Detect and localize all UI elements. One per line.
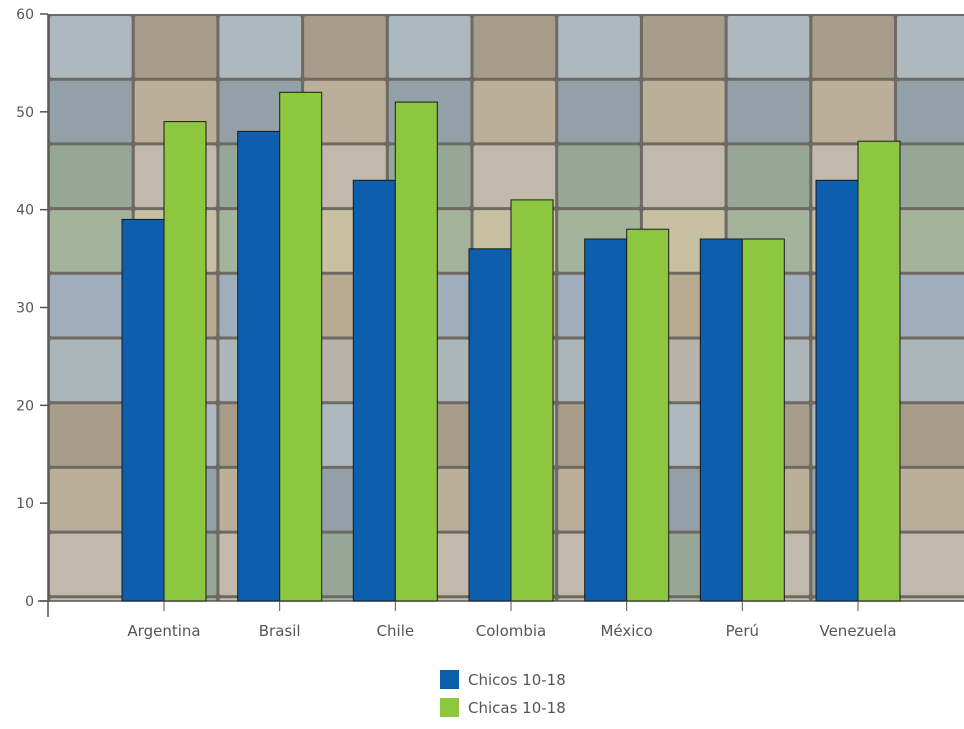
collage-tile	[897, 274, 964, 337]
bar-chicas	[626, 228, 670, 602]
collage-tile	[50, 80, 132, 143]
collage-tile	[50, 210, 132, 272]
bar-chicas	[741, 238, 785, 602]
collage-tile	[473, 16, 556, 78]
legend: Chicos 10-18 Chicas 10-18	[440, 670, 566, 717]
collage-tile	[897, 80, 964, 143]
bars	[121, 91, 901, 602]
collage-tile	[134, 16, 217, 78]
bar-chicas	[857, 140, 901, 602]
bar-chicas	[163, 121, 207, 602]
category-labels: Argentina Brasil Chile Colombia México Perú Ve…	[127, 601, 897, 640]
collage-tile	[304, 598, 386, 601]
bar-chicos	[584, 238, 628, 602]
bar-chicos	[815, 179, 859, 602]
collage-tile	[727, 16, 810, 78]
legend-swatch	[440, 670, 459, 689]
collage-tile	[50, 598, 132, 601]
bar-chicos	[237, 130, 281, 602]
collage-tile	[558, 80, 640, 143]
bar-chicos	[468, 248, 512, 602]
y-tick-label: 60	[16, 7, 34, 23]
bar-chicos	[121, 218, 165, 602]
collage-tile	[897, 210, 964, 272]
collage-tile	[642, 145, 725, 208]
collage-tile	[50, 339, 132, 402]
y-tick-label: 20	[16, 398, 34, 414]
y-tick-label: 50	[16, 105, 34, 121]
collage-tile	[304, 16, 386, 78]
legend-label: Chicas 10-18	[468, 699, 566, 717]
x-tick-label: Venezuela	[819, 622, 896, 640]
collage-tile	[897, 145, 964, 208]
collage-tile	[304, 80, 386, 143]
collage-tile	[897, 533, 964, 596]
collage-tile	[897, 16, 964, 78]
collage-tile	[388, 16, 471, 78]
collage-tile	[642, 80, 725, 143]
collage-tile	[727, 145, 810, 208]
collage-tile	[812, 80, 894, 143]
x-tick-label: Argentina	[127, 622, 200, 640]
bar-chicas	[510, 199, 554, 602]
bar-chicos	[699, 238, 743, 602]
y-tick-label: 40	[16, 203, 34, 219]
collage-tile	[727, 80, 810, 143]
x-tick-label: Chile	[377, 622, 415, 640]
collage-tile	[50, 145, 132, 208]
collage-tile	[219, 16, 302, 78]
collage-tile	[473, 145, 556, 208]
collage-tile	[50, 274, 132, 337]
collage-tile	[897, 404, 964, 466]
collage-tile	[642, 598, 725, 601]
collage-tile	[50, 404, 132, 466]
legend-swatch	[440, 698, 459, 717]
bar-chicos	[352, 179, 396, 602]
bar-chicas	[394, 101, 438, 602]
bar-chicas	[279, 91, 323, 602]
y-tick-label: 30	[16, 301, 34, 317]
collage-tile	[473, 80, 556, 143]
collage-tile	[50, 16, 132, 78]
collage-tile	[897, 598, 964, 601]
collage-tile	[642, 16, 725, 78]
x-tick-label: Colombia	[476, 622, 547, 640]
x-tick-label: Perú	[726, 622, 759, 640]
collage-tile	[812, 16, 894, 78]
x-tick-label: Brasil	[259, 622, 301, 640]
legend-label: Chicos 10-18	[468, 671, 566, 689]
collage-tile	[50, 533, 132, 596]
collage-tile	[50, 468, 132, 531]
collage-tile	[558, 145, 640, 208]
collage-tile	[558, 16, 640, 78]
x-tick-label: México	[600, 622, 652, 640]
collage-tile	[897, 339, 964, 402]
y-tick-label: 10	[16, 496, 34, 512]
y-tick-label: 0	[25, 594, 34, 610]
collage-tile	[897, 468, 964, 531]
